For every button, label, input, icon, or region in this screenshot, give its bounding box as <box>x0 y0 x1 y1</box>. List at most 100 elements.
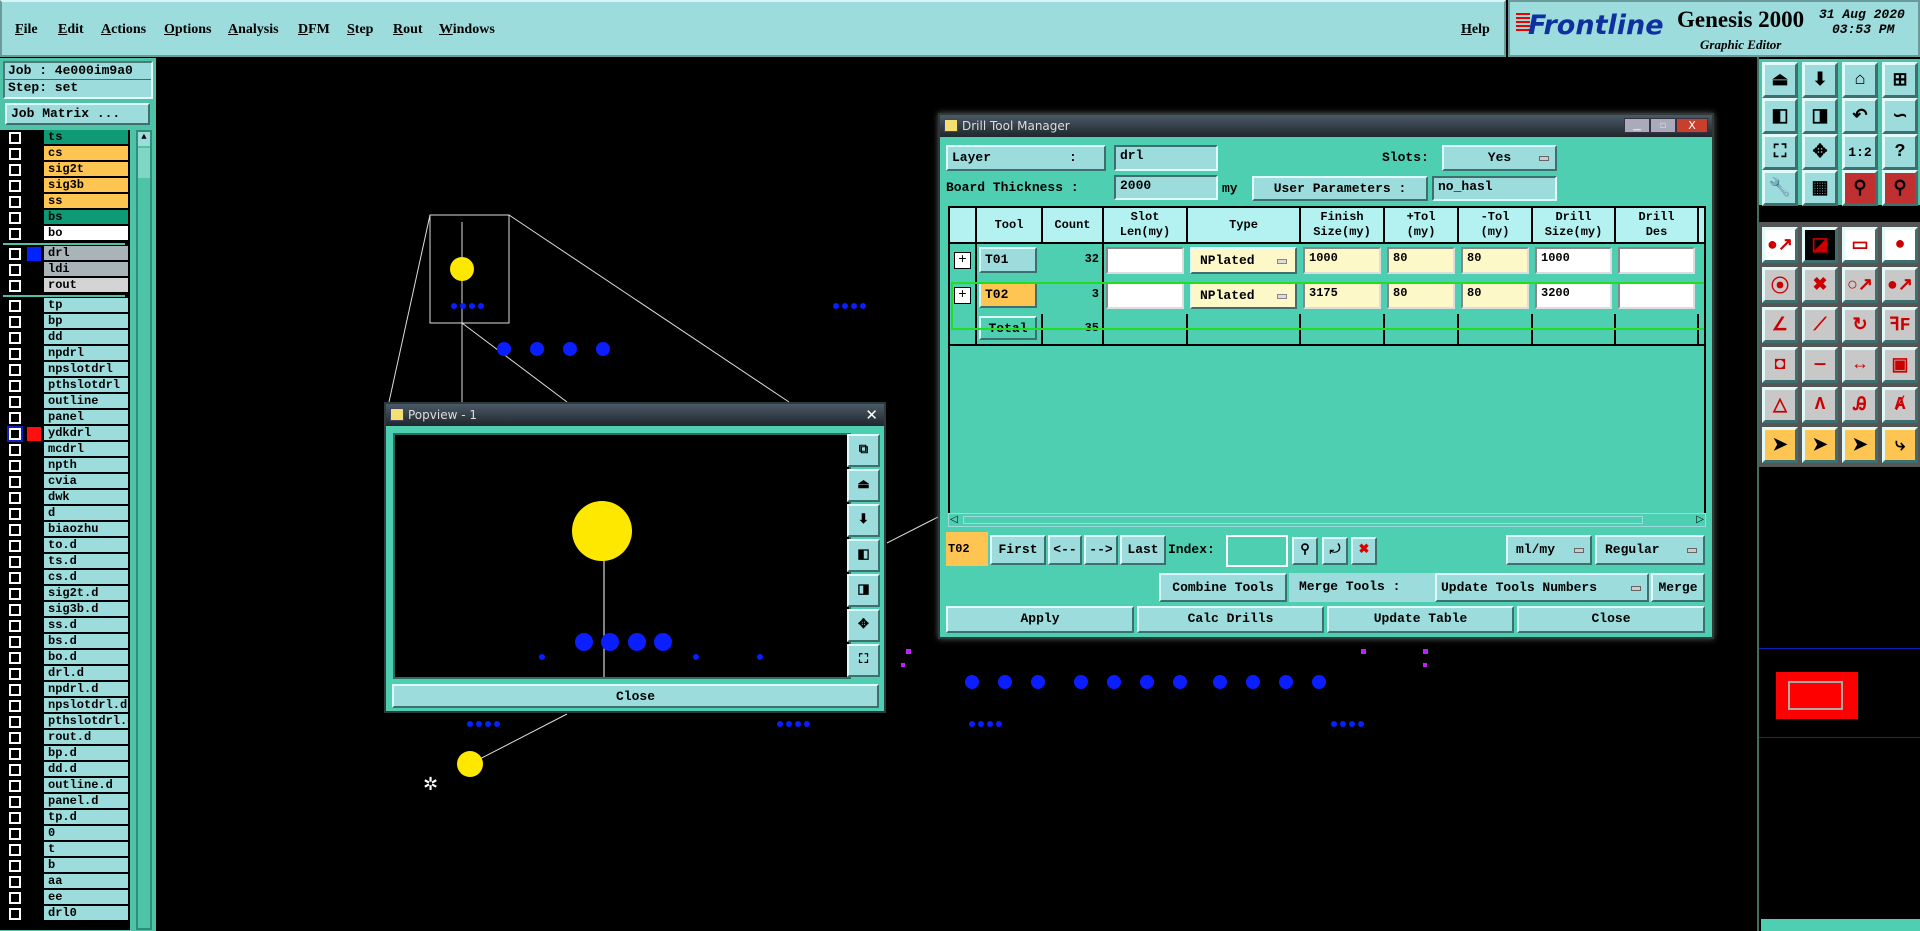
layer-row[interactable]: d <box>6 506 128 522</box>
expand-icon[interactable]: + <box>954 252 971 269</box>
open-down-icon[interactable]: ⬇ <box>1802 62 1838 98</box>
layer-row[interactable]: outline.d <box>6 778 128 794</box>
zoom-fit-icon[interactable]: ⛶ <box>1762 134 1798 170</box>
layer-checkbox[interactable] <box>8 843 22 857</box>
pan-right-icon[interactable]: ◨ <box>1802 98 1838 134</box>
layer-checkbox[interactable] <box>8 811 22 825</box>
layer-checkbox[interactable] <box>8 587 22 601</box>
minus-tol-input[interactable]: 80 <box>1461 282 1529 309</box>
snake-icon[interactable]: ∽ <box>1882 98 1918 134</box>
index-input[interactable] <box>1226 535 1288 567</box>
help-icon[interactable]: ? <box>1882 134 1918 170</box>
triangle-icon[interactable]: △ <box>1762 387 1798 423</box>
layer-checkbox[interactable] <box>8 147 22 161</box>
layer-name[interactable]: ts.d <box>44 554 128 569</box>
board-thickness-field[interactable]: 2000 <box>1114 175 1218 200</box>
popview-close-icon[interactable]: ✕ <box>865 406 878 424</box>
layer-row[interactable]: ldi <box>6 262 128 278</box>
layer-row[interactable]: ts.d <box>6 554 128 570</box>
layer-checkbox[interactable] <box>8 227 22 241</box>
delete-icon[interactable]: ✖ <box>1351 537 1377 565</box>
layer-checkbox[interactable] <box>8 555 22 569</box>
layer-field[interactable]: drl <box>1114 145 1218 171</box>
layer-checkbox[interactable] <box>8 539 22 553</box>
layer-name[interactable]: mcdrl <box>44 442 128 457</box>
layer-checkbox[interactable] <box>8 619 22 633</box>
pan-right-icon[interactable]: ◨ <box>847 574 880 607</box>
layer-row[interactable]: dd <box>6 330 128 346</box>
layer-button[interactable]: Layer : <box>946 145 1106 171</box>
grid-xy-icon[interactable]: ⊞ <box>1882 62 1918 98</box>
minus-tol-input[interactable]: 80 <box>1461 247 1529 274</box>
layer-name[interactable]: npdrl <box>44 346 128 361</box>
layer-name[interactable]: tp.d <box>44 810 128 825</box>
layer-row[interactable]: ydkdrl <box>6 426 128 442</box>
layer-checkbox[interactable] <box>8 683 22 697</box>
layer-name[interactable]: ss.d <box>44 618 128 633</box>
layer-row[interactable]: drl.d <box>6 666 128 682</box>
last-button[interactable]: Last <box>1120 535 1166 565</box>
layer-name[interactable]: bp <box>44 314 128 329</box>
pan-left-icon[interactable]: ◧ <box>847 539 880 572</box>
open-up-icon[interactable]: ⏏ <box>1762 62 1798 98</box>
menu-edit[interactable]: Edit <box>58 22 84 37</box>
pad-icon[interactable]: ● <box>1882 227 1918 263</box>
popview-close-button[interactable]: Close <box>392 684 879 708</box>
layer-name[interactable]: npth <box>44 458 128 473</box>
layer-checkbox[interactable] <box>8 195 22 209</box>
close-button[interactable]: Close <box>1517 606 1705 633</box>
rotate-icon[interactable]: ↻ <box>1842 307 1878 343</box>
net-icon[interactable]: ⚲ <box>1842 170 1878 206</box>
layer-checkbox[interactable] <box>8 347 22 361</box>
layer-name[interactable]: dd <box>44 330 128 345</box>
mode-select[interactable]: Regular <box>1595 535 1705 565</box>
layer-checkbox[interactable] <box>8 247 22 261</box>
layer-checkbox[interactable] <box>7 426 23 442</box>
connect-icon[interactable]: ⦿ <box>1762 267 1798 303</box>
layer-checkbox[interactable] <box>8 635 22 649</box>
layer-checkbox[interactable] <box>8 363 22 377</box>
plus-tol-input[interactable]: 80 <box>1387 247 1455 274</box>
layer-checkbox[interactable] <box>8 475 22 489</box>
popview-titlebar[interactable]: Popview - 1 ✕ <box>386 404 884 426</box>
menu-options[interactable]: Options <box>164 22 212 37</box>
layer-row[interactable]: bo <box>6 226 128 242</box>
pan-up-icon[interactable]: ⏏ <box>847 469 880 502</box>
layer-checkbox[interactable] <box>8 747 22 761</box>
layer-row[interactable]: t <box>6 842 128 858</box>
menu-actions[interactable]: Actions <box>101 22 147 37</box>
finish-size-input[interactable]: 1000 <box>1303 247 1381 274</box>
layer-checkbox[interactable] <box>8 763 22 777</box>
tools-icon[interactable]: 🔧 <box>1762 170 1798 206</box>
scroll-thumb[interactable] <box>963 516 1643 524</box>
layer-name[interactable]: b <box>44 858 128 873</box>
menu-help[interactable]: Help <box>1461 22 1490 37</box>
mirror-icon[interactable]: ꟻF <box>1882 307 1918 343</box>
layer-name[interactable]: to.d <box>44 538 128 553</box>
grid-icon[interactable]: ▦ <box>1802 170 1838 206</box>
layer-row[interactable]: panel.d <box>6 794 128 810</box>
layer-name[interactable]: pthslotdrl <box>44 378 128 393</box>
layer-name[interactable]: dwk <box>44 490 128 505</box>
calc-drills-button[interactable]: Calc Drills <box>1137 606 1324 633</box>
layer-scrollbar[interactable]: ▲ <box>136 130 152 930</box>
layer-row[interactable]: outline <box>6 394 128 410</box>
type-select[interactable]: NPlated <box>1190 247 1297 274</box>
pan-left-icon[interactable]: ◧ <box>1762 98 1798 134</box>
layer-name[interactable]: sig2t <box>44 162 128 177</box>
layer-name[interactable]: sig3b <box>44 178 128 193</box>
pad-move-icon[interactable]: ●↗ <box>1762 227 1798 263</box>
layer-name[interactable]: 0 <box>44 826 128 841</box>
layer-name[interactable]: sig3b.d <box>44 602 128 617</box>
arc-b-icon[interactable]: Ꭿ <box>1842 387 1878 423</box>
line-split-icon[interactable]: — <box>1802 347 1838 383</box>
layer-row[interactable]: tp <box>6 298 128 314</box>
slot-len-input[interactable] <box>1106 247 1184 274</box>
undo-zoom-icon[interactable]: ↶ <box>1842 98 1878 134</box>
layer-name[interactable]: drl0 <box>44 906 128 921</box>
layer-row[interactable]: sig2t.d <box>6 586 128 602</box>
layer-row[interactable]: rout <box>6 278 128 294</box>
layer-checkbox[interactable] <box>8 827 22 841</box>
layer-name[interactable]: tp <box>44 298 128 313</box>
layer-checkbox[interactable] <box>8 603 22 617</box>
